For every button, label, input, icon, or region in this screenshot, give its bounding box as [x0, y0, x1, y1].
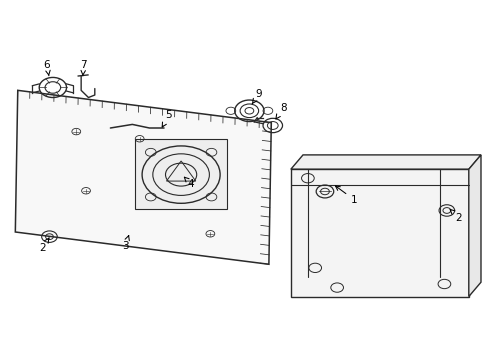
- Text: 1: 1: [335, 186, 357, 205]
- Text: 5: 5: [162, 111, 172, 127]
- Text: 9: 9: [252, 89, 262, 104]
- Text: 8: 8: [275, 103, 286, 119]
- Polygon shape: [468, 155, 480, 297]
- Polygon shape: [290, 155, 480, 169]
- Polygon shape: [135, 139, 227, 209]
- Text: 6: 6: [43, 60, 50, 76]
- Text: 2: 2: [39, 238, 49, 253]
- Polygon shape: [15, 90, 271, 264]
- Text: 3: 3: [122, 235, 129, 251]
- Text: 2: 2: [449, 210, 462, 222]
- Text: 4: 4: [184, 177, 194, 189]
- Text: 7: 7: [80, 60, 87, 76]
- Polygon shape: [290, 169, 468, 297]
